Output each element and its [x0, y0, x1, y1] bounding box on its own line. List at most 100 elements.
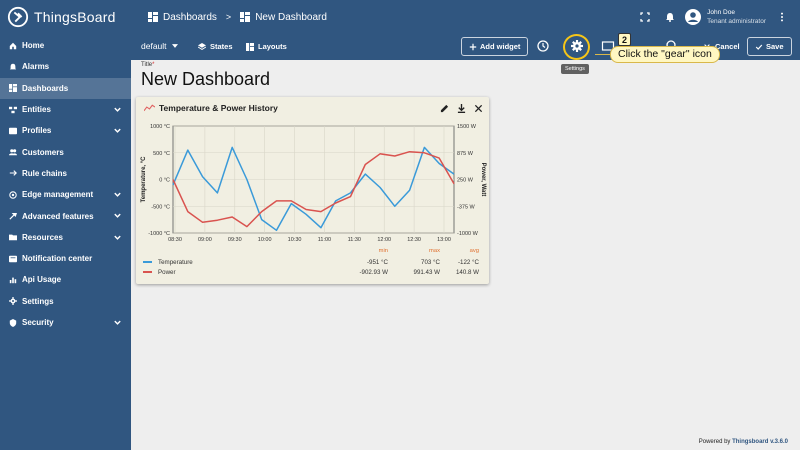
chevron-down-icon[interactable] — [113, 318, 122, 327]
dashboard-icon — [9, 84, 17, 93]
sidebar-item-label: Advanced features — [22, 211, 94, 221]
legend-min-value: -951 °C — [366, 258, 388, 266]
step-number-badge: 2 — [618, 33, 631, 46]
advanced-icon — [9, 213, 17, 220]
settings-tooltip: Settings — [561, 64, 589, 74]
chevron-down-icon[interactable] — [113, 190, 122, 199]
state-select-value: default — [141, 41, 167, 51]
legend-row-power[interactable]: Power -902.93 W 991.43 W 140.8 W — [141, 267, 484, 277]
sidebar-item-label: Home — [22, 41, 45, 51]
timeseries-widget[interactable]: Temperature & Power History 08:30 09:00 09… — [136, 97, 489, 284]
callout-connector — [595, 54, 611, 55]
sidebar-item-home[interactable]: Home — [0, 35, 131, 56]
chevron-down-icon[interactable] — [113, 233, 122, 242]
legend-min-header: min — [378, 248, 388, 254]
sidebar-item-dashboards[interactable]: Dashboards — [0, 77, 131, 99]
more-vert-icon[interactable] — [780, 12, 784, 22]
legend-swatch-power — [143, 271, 152, 273]
y-tick-label: 1000 °C — [150, 124, 170, 130]
breadcrumb: Dashboards > New Dashboard — [148, 12, 327, 23]
thingsboard-logo-icon — [7, 6, 29, 28]
x-tick-label: 09:00 — [198, 237, 212, 243]
sidebar-item-settings[interactable]: Settings — [0, 291, 131, 312]
line-chart-icon — [144, 104, 155, 112]
top-bar-actions: John Doe Tenant administrator — [640, 0, 800, 34]
chart-legend: min max avg Temperature -951 °C 703 °C -… — [141, 248, 484, 277]
history-clock-icon[interactable] — [536, 39, 550, 53]
security-icon — [9, 318, 17, 327]
x-tick-label: 12:30 — [407, 237, 421, 243]
y2-tick-label: -375 W — [457, 204, 476, 210]
widget-title: Temperature & Power History — [159, 103, 278, 113]
user-role: Tenant administrator — [707, 18, 766, 25]
sidebar-nav: Home Alarms Dashboards Entities Profiles Cust… — [0, 35, 131, 333]
close-icon[interactable] — [474, 104, 483, 113]
sidebar-item-advanced-features[interactable]: Advanced features — [0, 205, 131, 226]
fullscreen-icon[interactable] — [640, 12, 650, 22]
breadcrumb-dashboards[interactable]: Dashboards — [163, 11, 217, 23]
sidebar-item-api-usage[interactable]: Api Usage — [0, 269, 131, 290]
legend-swatch-temperature — [143, 261, 152, 263]
app-name: ThingsBoard — [34, 9, 116, 25]
legend-avg-header: avg — [469, 248, 479, 254]
series-line-temperature[interactable] — [172, 146, 455, 232]
dropdown-arrow-icon — [171, 44, 178, 48]
chevron-down-icon[interactable] — [113, 211, 122, 220]
y-tick-label: -1000 °C — [148, 231, 170, 237]
y-tick-label: 500 °C — [153, 151, 170, 157]
entities-icon — [9, 106, 17, 113]
alarm-icon — [9, 63, 17, 70]
plus-icon — [469, 43, 477, 50]
download-icon[interactable] — [457, 104, 466, 113]
y2-axis-label: Power, Watt — [480, 163, 486, 197]
instruction-callout: Click the "gear" icon — [610, 46, 720, 63]
sidebar-item-label: Profiles — [22, 126, 52, 136]
settings-icon — [9, 297, 17, 306]
sidebar-item-entities[interactable]: Entities — [0, 99, 131, 120]
sidebar-item-edge-management[interactable]: Edge management — [0, 184, 131, 205]
edit-pencil-icon[interactable] — [440, 104, 449, 113]
sidebar-item-rule-chains[interactable]: Rule chains — [0, 163, 131, 184]
sidebar-item-notification-center[interactable]: Notification center — [0, 248, 131, 269]
y2-tick-label: 1500 W — [457, 124, 477, 130]
footer-brand-link[interactable]: Thingsboard v.3.6.0 — [732, 439, 788, 445]
add-widget-button[interactable]: Add widget — [461, 37, 529, 56]
api-usage-icon — [9, 277, 17, 284]
app-logo[interactable]: ThingsBoard — [0, 0, 131, 34]
sidebar-item-customers[interactable]: Customers — [0, 141, 131, 162]
user-info[interactable]: John Doe Tenant administrator — [707, 8, 766, 26]
state-select[interactable]: default — [141, 41, 178, 51]
states-button[interactable]: States — [198, 42, 233, 51]
top-bar: Dashboards > New Dashboard John Doe Tena… — [131, 0, 800, 34]
sidebar-item-label: Dashboards — [22, 83, 69, 93]
legend-avg-value: -122 °C — [457, 258, 479, 266]
home-icon — [9, 42, 17, 49]
chevron-down-icon[interactable] — [113, 105, 122, 114]
chevron-down-icon[interactable] — [113, 126, 122, 135]
sidebar-item-alarms[interactable]: Alarms — [0, 56, 131, 77]
y2-tick-label: 250 W — [457, 178, 474, 184]
x-tick-label: 08:30 — [168, 237, 182, 243]
sidebar-item-profiles[interactable]: Profiles — [0, 120, 131, 141]
cancel-button-label: Cancel — [715, 42, 740, 51]
sidebar-item-label: Edge management — [22, 190, 94, 200]
legend-row-temperature[interactable]: Temperature -951 °C 703 °C -122 °C — [141, 257, 484, 267]
save-button[interactable]: Save — [747, 37, 792, 56]
legend-max-value: 991.43 W — [413, 268, 440, 276]
dashboard-title-input[interactable]: New Dashboard — [141, 69, 271, 89]
legend-min-value: -902.93 W — [359, 268, 388, 276]
layouts-button[interactable]: Layouts — [246, 42, 287, 51]
legend-max-header: max — [429, 248, 440, 254]
timeseries-chart[interactable]: 08:30 09:00 09:30 10:00 10:30 11:00 11:30 12:00… — [136, 121, 489, 251]
rule-chains-icon — [9, 170, 17, 177]
sidebar-item-security[interactable]: Security — [0, 312, 131, 333]
series-line-power[interactable] — [172, 150, 455, 228]
add-widget-label: Add widget — [480, 42, 521, 51]
notifications-bell-icon[interactable] — [665, 12, 675, 22]
user-avatar-icon[interactable] — [685, 9, 702, 25]
dashboard-icon — [240, 12, 251, 22]
sidebar-item-label: Entities — [22, 105, 51, 115]
highlight-circle — [563, 34, 590, 60]
sidebar-item-resources[interactable]: Resources — [0, 227, 131, 248]
notification-icon — [9, 255, 17, 262]
